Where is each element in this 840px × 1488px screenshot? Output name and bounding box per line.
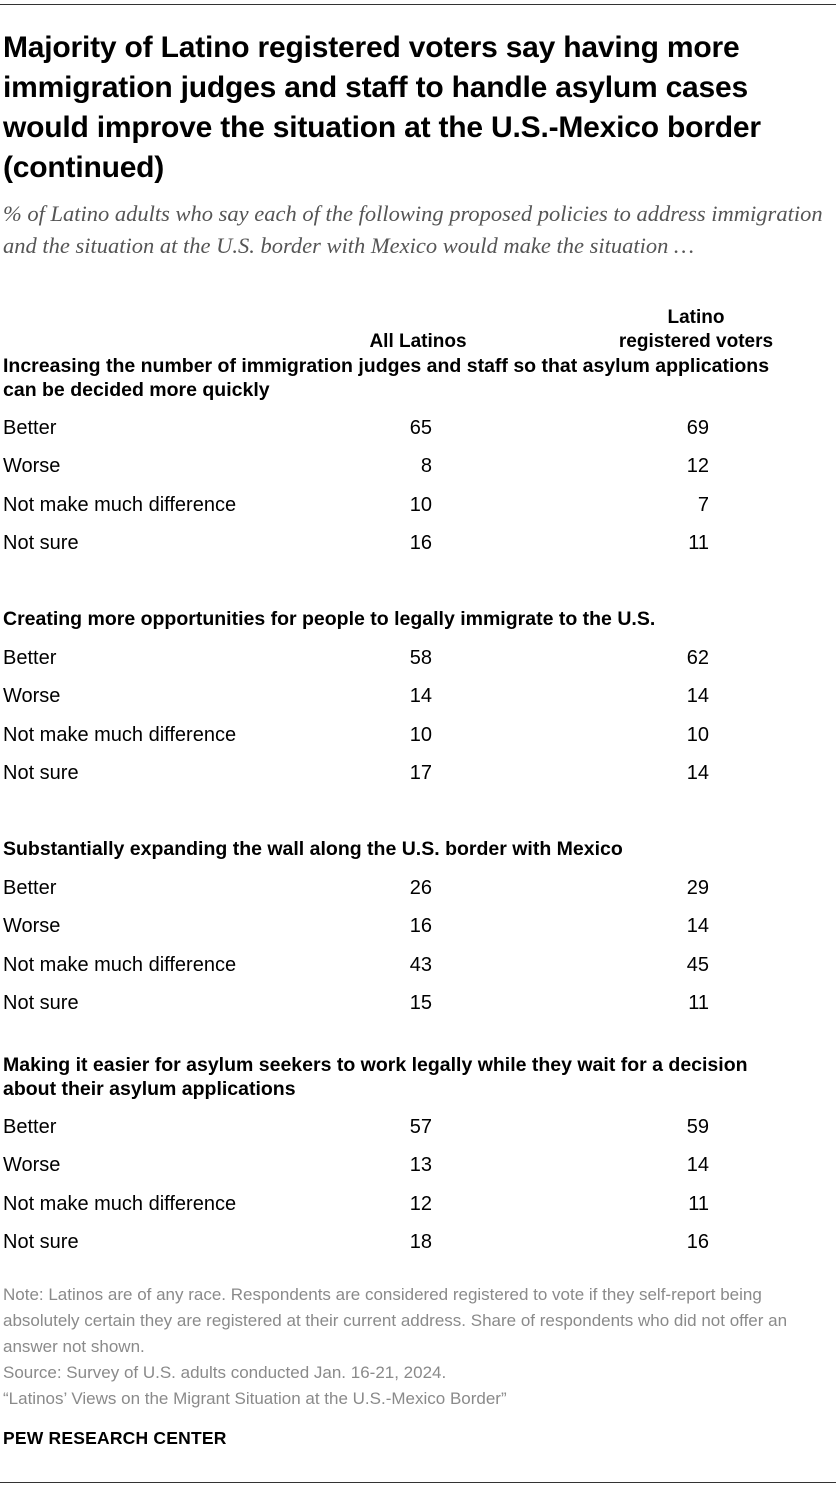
row-label: Worse (3, 1154, 61, 1177)
row-label: Better (3, 647, 57, 669)
value-registered-voters: 14 (686, 761, 709, 784)
row-label: Better (3, 1116, 57, 1138)
value-all-latinos: 13 (409, 1154, 432, 1177)
policy-question: Substantially expanding the wall along t… (3, 838, 623, 860)
value-all-latinos: 26 (409, 877, 432, 899)
value-registered-voters: 14 (686, 1154, 709, 1177)
value-all-latinos: 16 (409, 531, 432, 554)
row-label: Better (3, 877, 57, 899)
value-all-latinos: 10 (409, 493, 432, 516)
table-row: Not sure 17 14 (0, 758, 836, 788)
value-all-latinos: 58 (409, 647, 432, 669)
value-all-latinos: 16 (409, 915, 432, 938)
value-registered-voters: 12 (686, 455, 709, 478)
value-all-latinos: 65 (409, 417, 432, 439)
notes-block: Note: Latinos are of any race. Responden… (3, 1282, 803, 1412)
table-row: Worse 8 12 (0, 451, 836, 481)
brand-logo-text: PEW RESEARCH CENTER (3, 1428, 227, 1448)
value-all-latinos: 8 (420, 455, 432, 478)
row-label: Worse (3, 455, 61, 478)
value-registered-voters: 11 (688, 1192, 709, 1215)
column-header-all-latinos-label: All Latinos (369, 331, 467, 352)
value-all-latinos: 14 (409, 685, 432, 708)
row-label: Not make much difference (3, 723, 237, 746)
value-all-latinos: 17 (409, 761, 432, 784)
table-row: Not sure 15 11 (0, 988, 836, 1018)
row-label: Not sure (3, 531, 79, 554)
source-text: Source: Survey of U.S. adults conducted … (3, 1363, 447, 1382)
value-all-latinos: 18 (409, 1230, 432, 1253)
row-label: Not make much difference (3, 493, 237, 516)
row-label: Worse (3, 915, 61, 938)
value-registered-voters: 59 (686, 1116, 709, 1138)
row-label: Not make much difference (3, 1192, 237, 1215)
table-row: Better 26 29 (0, 873, 836, 903)
column-header-voters-line2: registered voters (618, 331, 774, 352)
table-row: Not sure 18 16 (0, 1227, 836, 1257)
row-label: Better (3, 417, 57, 439)
value-registered-voters: 16 (686, 1230, 709, 1253)
top-rule (0, 4, 836, 5)
row-label: Worse (3, 685, 61, 708)
report-title-text: “Latinos’ Views on the Migrant Situation… (3, 1389, 507, 1408)
table-row: Worse 14 14 (0, 681, 836, 711)
value-registered-voters: 62 (686, 647, 709, 669)
value-registered-voters: 11 (688, 531, 709, 554)
column-header-registered-voters: Latino registered voters (586, 306, 806, 354)
value-registered-voters: 45 (686, 953, 709, 976)
table-row: Not sure 16 11 (0, 528, 836, 558)
value-registered-voters: 7 (697, 493, 709, 516)
value-registered-voters: 14 (686, 685, 709, 708)
value-registered-voters: 10 (686, 723, 709, 746)
value-registered-voters: 69 (686, 417, 709, 439)
chart-subtitle: % of Latino adults who say each of the f… (3, 201, 823, 258)
table-row: Not make much difference 12 11 (0, 1189, 836, 1219)
table-row: Not make much difference 10 7 (0, 490, 836, 520)
note-text: Note: Latinos are of any race. Responden… (3, 1285, 788, 1356)
value-all-latinos: 15 (409, 991, 432, 1014)
table-row: Not make much difference 43 45 (0, 950, 836, 980)
column-header-voters-line1: Latino (667, 307, 725, 328)
value-all-latinos: 57 (409, 1116, 432, 1138)
row-label: Not sure (3, 1230, 79, 1253)
table-row: Better 58 62 (0, 643, 836, 673)
table-row: Worse 13 14 (0, 1150, 836, 1180)
table-row: Better 65 69 (0, 413, 836, 443)
value-registered-voters: 29 (686, 877, 709, 899)
column-header-all-latinos: All Latinos (338, 330, 498, 354)
row-label: Not make much difference (3, 953, 237, 976)
policy-question: Making it easier for asylum seekers to w… (3, 1054, 748, 1100)
row-label: Not sure (3, 991, 79, 1014)
table-row: Better 57 59 (0, 1112, 836, 1142)
value-registered-voters: 14 (686, 915, 709, 938)
chart-title: Majority of Latino registered voters say… (3, 31, 761, 184)
policy-question: Creating more opportunities for people t… (3, 608, 656, 630)
row-label: Not sure (3, 761, 79, 784)
value-registered-voters: 11 (688, 991, 709, 1014)
bottom-rule (0, 1482, 836, 1483)
value-all-latinos: 12 (409, 1192, 432, 1215)
value-all-latinos: 43 (409, 953, 432, 976)
value-all-latinos: 10 (409, 723, 432, 746)
policy-question: Increasing the number of immigration jud… (3, 355, 770, 401)
table-row: Worse 16 14 (0, 911, 836, 941)
table-row: Not make much difference 10 10 (0, 720, 836, 750)
